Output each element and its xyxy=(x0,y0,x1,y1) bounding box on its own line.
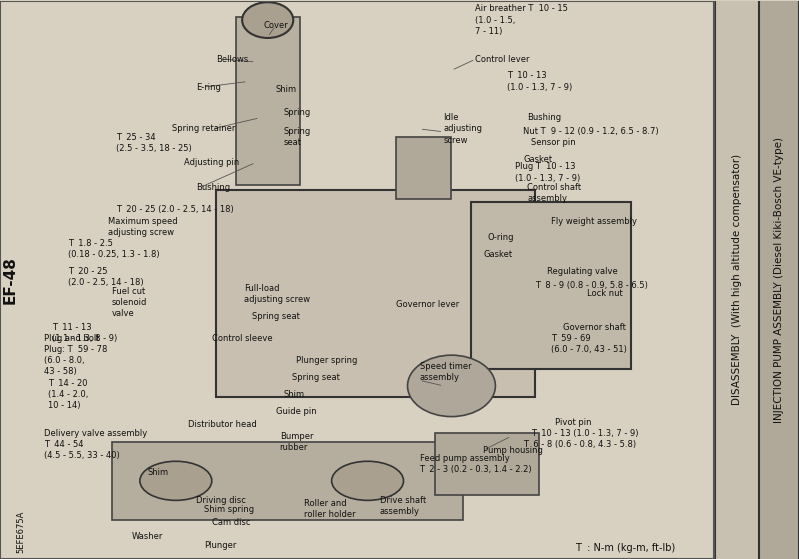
Text: 5EFE675A: 5EFE675A xyxy=(16,511,25,553)
Text: Fuel cut
solenoid
valve: Fuel cut solenoid valve xyxy=(112,287,147,318)
Text: Gasket: Gasket xyxy=(483,250,512,259)
Text: INJECTION PUMP ASSEMBLY (Diesel Kiki-Bosch VE-type): INJECTION PUMP ASSEMBLY (Diesel Kiki-Bos… xyxy=(774,137,784,423)
Text: T  25 - 34
(2.5 - 3.5, 18 - 25): T 25 - 34 (2.5 - 3.5, 18 - 25) xyxy=(116,133,192,153)
FancyBboxPatch shape xyxy=(435,433,539,495)
Text: Sensor pin: Sensor pin xyxy=(531,139,576,148)
Text: Governor shaft: Governor shaft xyxy=(563,323,626,331)
Text: Distributor head: Distributor head xyxy=(188,420,256,429)
Text: Control shaft
assembly: Control shaft assembly xyxy=(527,183,582,203)
Text: Spring seat: Spring seat xyxy=(292,373,340,382)
Text: T  8 - 9 (0.8 - 0.9, 5.8 - 6.5): T 8 - 9 (0.8 - 0.9, 5.8 - 6.5) xyxy=(535,281,648,290)
Text: T  10 - 13 (1.0 - 1.3, 7 - 9): T 10 - 13 (1.0 - 1.3, 7 - 9) xyxy=(531,429,639,438)
Text: T  59 - 69
(6.0 - 7.0, 43 - 51): T 59 - 69 (6.0 - 7.0, 43 - 51) xyxy=(551,334,627,354)
Text: Maximum speed
adjusting screw: Maximum speed adjusting screw xyxy=(108,217,177,237)
Text: Speed timer
assembly: Speed timer assembly xyxy=(419,362,471,382)
Text: Air breather T  10 - 15
(1.0 - 1.5,
7 - 11): Air breather T 10 - 15 (1.0 - 1.5, 7 - 1… xyxy=(475,4,568,36)
Text: T  : N-m (kg-m, ft-lb): T : N-m (kg-m, ft-lb) xyxy=(575,543,675,553)
Text: T  14 - 20
(1.4 - 2.0,
10 - 14): T 14 - 20 (1.4 - 2.0, 10 - 14) xyxy=(48,378,89,410)
Text: DISASSEMBLY  (With high altitude compensator): DISASSEMBLY (With high altitude compensa… xyxy=(732,154,742,405)
Text: Pump housing: Pump housing xyxy=(483,446,543,454)
Bar xyxy=(715,1,759,559)
Text: Idle
adjusting
screw: Idle adjusting screw xyxy=(443,113,483,145)
Text: Washer: Washer xyxy=(132,532,163,541)
Text: Shim: Shim xyxy=(284,390,304,399)
Text: EF-48: EF-48 xyxy=(2,256,17,304)
Text: Bellows: Bellows xyxy=(216,55,248,64)
Text: Adjusting pin: Adjusting pin xyxy=(184,158,239,167)
FancyBboxPatch shape xyxy=(112,442,463,520)
Text: T  6 - 8 (0.6 - 0.8, 4.3 - 5.8): T 6 - 8 (0.6 - 0.8, 4.3 - 5.8) xyxy=(523,440,637,449)
Text: O-ring: O-ring xyxy=(487,234,514,243)
Text: Plug T  10 - 13
(1.0 - 1.3, 7 - 9): Plug T 10 - 13 (1.0 - 1.3, 7 - 9) xyxy=(515,163,581,183)
Text: Pivot pin: Pivot pin xyxy=(555,418,592,427)
Text: Spring retainer: Spring retainer xyxy=(172,125,235,134)
Text: Plunger: Plunger xyxy=(204,541,237,549)
Text: Delivery valve assembly
T  44 - 54
(4.5 - 5.5, 33 - 40): Delivery valve assembly T 44 - 54 (4.5 -… xyxy=(44,429,147,460)
Text: Fly weight assembly: Fly weight assembly xyxy=(551,217,638,226)
Text: T  10 - 13
(1.0 - 1.3, 7 - 9): T 10 - 13 (1.0 - 1.3, 7 - 9) xyxy=(507,72,573,92)
Text: Guide pin: Guide pin xyxy=(276,406,316,415)
Text: Feed pump assembly
T  2 - 3 (0.2 - 0.3, 1.4 - 2.2): Feed pump assembly T 2 - 3 (0.2 - 0.3, 1… xyxy=(419,454,532,474)
Text: Plunger spring: Plunger spring xyxy=(296,356,357,365)
FancyBboxPatch shape xyxy=(471,202,631,369)
Text: Roller and
roller holder: Roller and roller holder xyxy=(304,499,356,519)
Circle shape xyxy=(242,2,293,38)
Text: Cam disc: Cam disc xyxy=(212,518,250,527)
Text: E-ring: E-ring xyxy=(196,83,221,92)
Text: T  1.8 - 2.5
(0.18 - 0.25, 1.3 - 1.8): T 1.8 - 2.5 (0.18 - 0.25, 1.3 - 1.8) xyxy=(68,239,160,259)
Text: Nut T  9 - 12 (0.9 - 1.2, 6.5 - 8.7): Nut T 9 - 12 (0.9 - 1.2, 6.5 - 8.7) xyxy=(523,127,659,136)
Text: T  20 - 25
(2.0 - 2.5, 14 - 18): T 20 - 25 (2.0 - 2.5, 14 - 18) xyxy=(68,267,144,287)
FancyBboxPatch shape xyxy=(0,1,715,559)
Text: Control sleeve: Control sleeve xyxy=(212,334,272,343)
Text: T  11 - 13
(1.1 - 1.3, 8 - 9): T 11 - 13 (1.1 - 1.3, 8 - 9) xyxy=(52,323,117,343)
Bar xyxy=(0,1,714,559)
Circle shape xyxy=(407,355,495,416)
Text: Driving disc: Driving disc xyxy=(196,496,245,505)
Text: Control lever: Control lever xyxy=(475,55,530,64)
Text: Spring seat: Spring seat xyxy=(252,311,300,320)
FancyBboxPatch shape xyxy=(396,138,451,199)
Text: Governor lever: Governor lever xyxy=(396,300,459,309)
Ellipse shape xyxy=(140,461,212,500)
Text: Shim: Shim xyxy=(276,86,296,94)
Text: Gasket: Gasket xyxy=(523,155,552,164)
Text: Drive shaft
assembly: Drive shaft assembly xyxy=(380,496,426,516)
Text: Bushing: Bushing xyxy=(196,183,230,192)
FancyBboxPatch shape xyxy=(236,17,300,185)
Bar xyxy=(759,1,799,559)
FancyBboxPatch shape xyxy=(216,191,535,397)
Text: T  20 - 25 (2.0 - 2.5, 14 - 18): T 20 - 25 (2.0 - 2.5, 14 - 18) xyxy=(116,206,233,215)
Text: Lock nut: Lock nut xyxy=(587,289,623,299)
Text: Bumper
rubber: Bumper rubber xyxy=(280,432,313,452)
Text: Full-load
adjusting screw: Full-load adjusting screw xyxy=(244,283,310,304)
Text: Plug and bolt
Plug: T  59 - 78
(6.0 - 8.0,
43 - 58): Plug and bolt Plug: T 59 - 78 (6.0 - 8.0… xyxy=(44,334,107,376)
Text: Spring: Spring xyxy=(284,108,311,117)
Text: Shim spring: Shim spring xyxy=(204,505,254,514)
Text: Regulating valve: Regulating valve xyxy=(547,267,618,276)
Text: Cover: Cover xyxy=(264,21,288,30)
Text: Spring
seat: Spring seat xyxy=(284,127,311,148)
Ellipse shape xyxy=(332,461,403,500)
Text: Bushing: Bushing xyxy=(527,113,562,122)
Text: Shim: Shim xyxy=(148,468,169,477)
